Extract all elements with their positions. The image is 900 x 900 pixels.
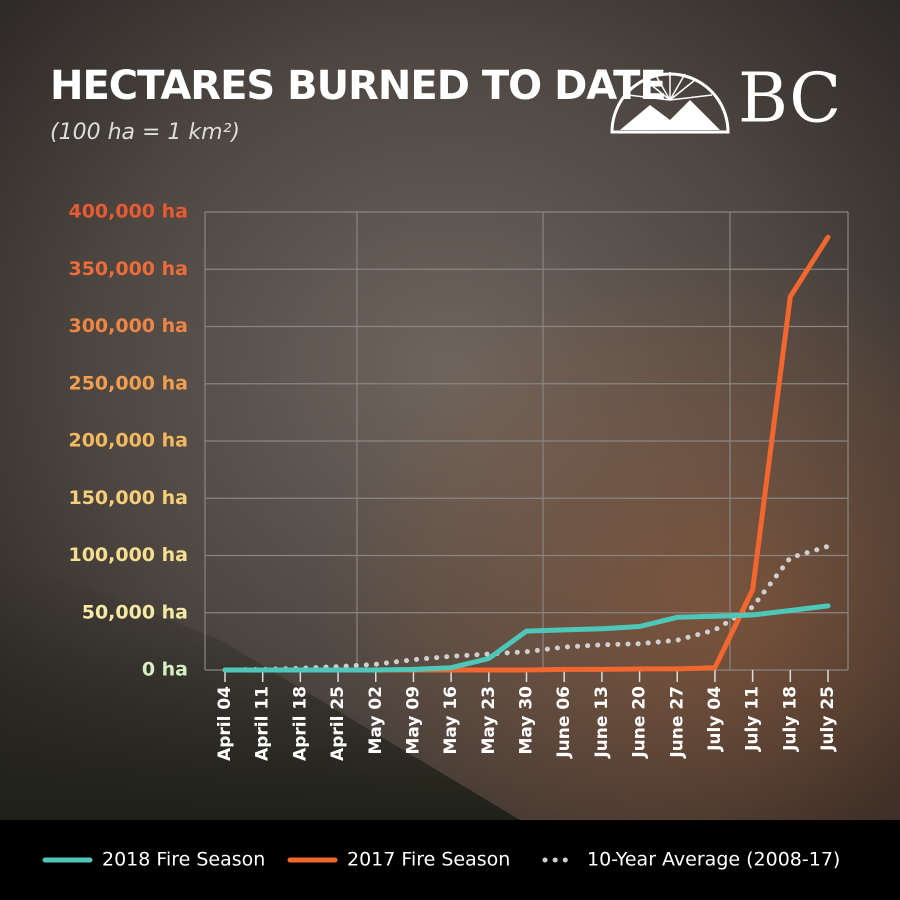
x-tick-label: April 18 — [290, 686, 310, 761]
legend-label: 2018 Fire Season — [102, 849, 265, 871]
x-tick-label: April 11 — [253, 686, 273, 761]
legend-label: 2017 Fire Season — [347, 849, 510, 871]
y-tick-label: 0 ha — [142, 659, 188, 681]
legend-bar — [0, 820, 900, 900]
x-tick-label: May 09 — [403, 686, 423, 755]
x-tick-label: May 23 — [479, 686, 499, 755]
x-tick-label: June 27 — [667, 686, 687, 759]
x-tick-label: May 30 — [517, 686, 537, 755]
x-tick-label: May 16 — [441, 686, 461, 755]
x-tick-label: July 25 — [818, 686, 838, 752]
x-tick-label: June 13 — [592, 686, 612, 759]
x-tick-label: May 02 — [366, 686, 386, 755]
series-line — [222, 603, 831, 673]
y-tick-label: 200,000 ha — [68, 430, 188, 452]
x-tick-label: June 20 — [630, 686, 650, 759]
y-tick-label: 300,000 ha — [68, 315, 188, 337]
x-tick-label: July 11 — [743, 686, 763, 752]
y-tick-label: 50,000 ha — [82, 601, 188, 623]
x-tick-label: April 04 — [215, 686, 235, 761]
series-line — [222, 543, 831, 673]
chart-subtitle: (100 ha = 1 km²) — [50, 120, 240, 145]
x-tick-label: July 04 — [705, 686, 725, 752]
logo — [610, 72, 730, 134]
y-tick-label: 400,000 ha — [68, 201, 188, 223]
chart-title: HECTARES BURNED TO DATE — [50, 63, 666, 109]
y-tick-label: 150,000 ha — [68, 487, 188, 509]
y-tick-label: 350,000 ha — [68, 258, 188, 280]
forest — [0, 560, 520, 820]
x-tick-label: June 06 — [554, 686, 574, 759]
y-tick-label: 250,000 ha — [68, 372, 188, 394]
x-tick-label: April 25 — [328, 686, 348, 761]
legend-label: 10-Year Average (2008-17) — [587, 849, 840, 871]
y-tick-label: 100,000 ha — [68, 544, 188, 566]
logo-text: BC — [738, 60, 841, 139]
x-tick-label: July 18 — [780, 686, 800, 752]
